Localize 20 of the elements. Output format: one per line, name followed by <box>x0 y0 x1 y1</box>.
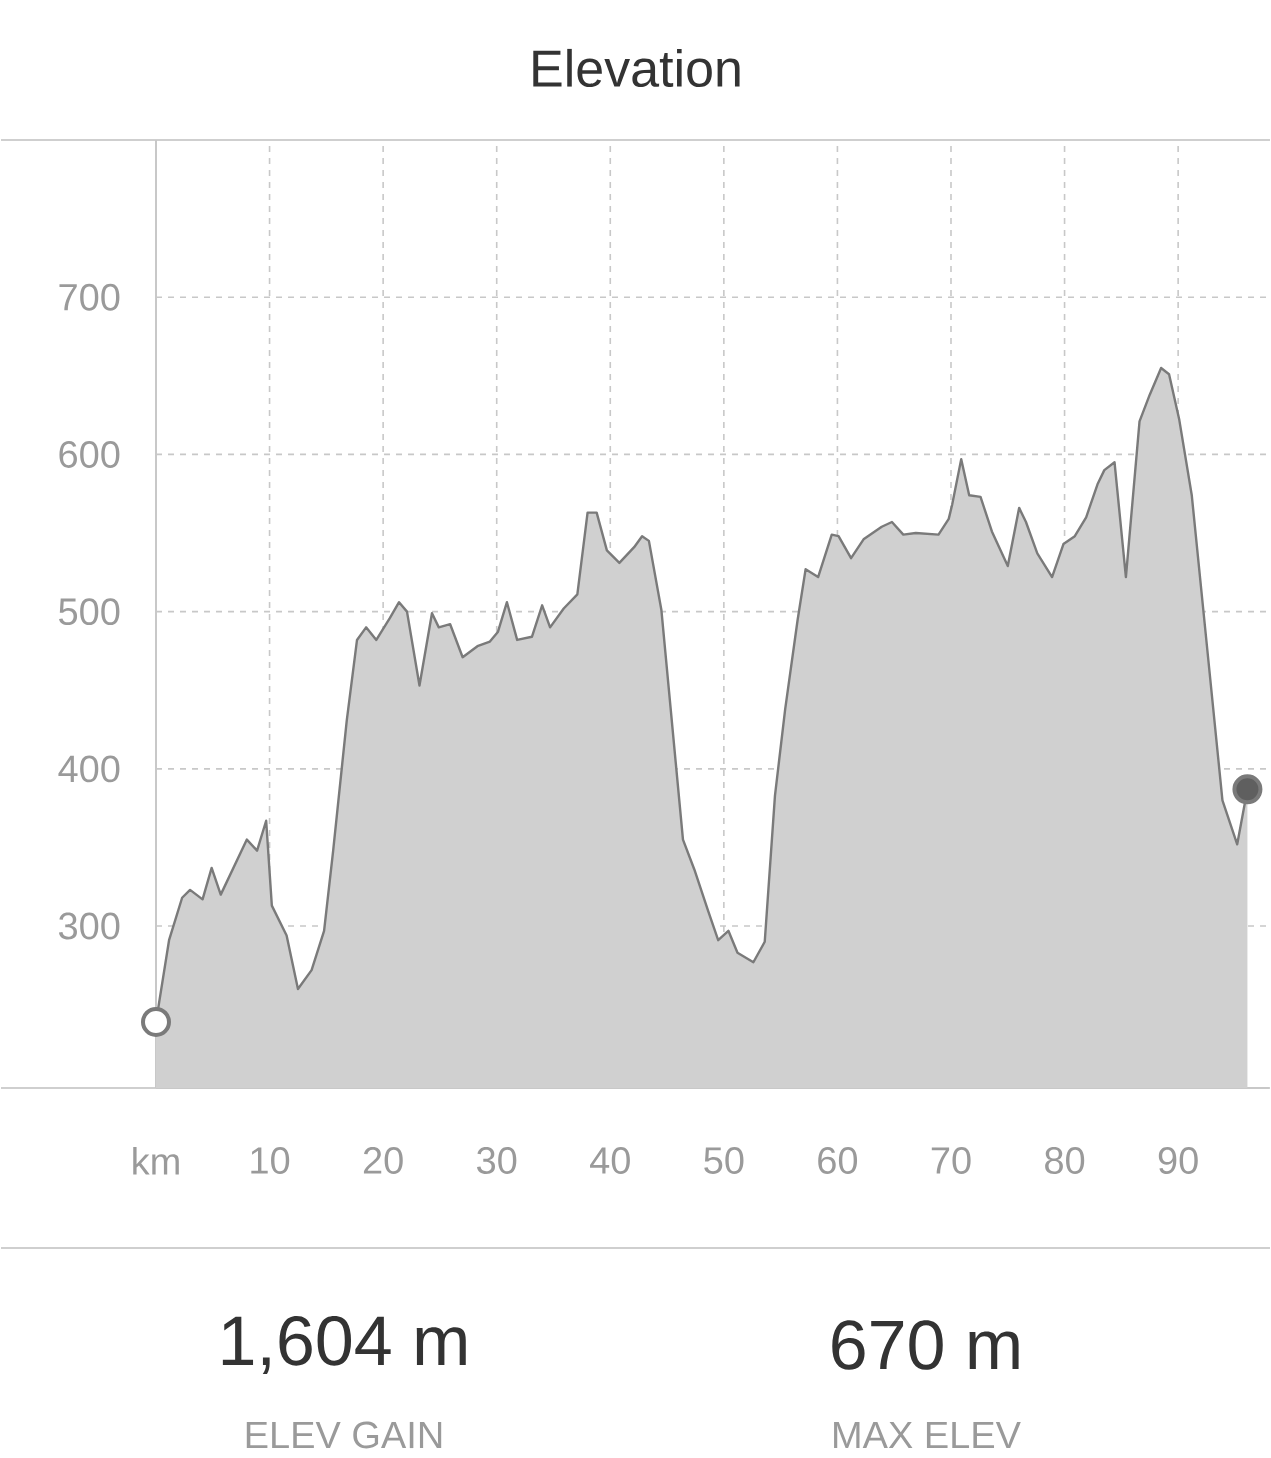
text: ELEV GAIN <box>246 1421 442 1449</box>
y-tick-label: 400 <box>58 755 120 783</box>
x-tick-label: 40 <box>590 1147 630 1174</box>
x-tick-label: 10 <box>251 1147 290 1174</box>
x-tick-label: 30 <box>477 1147 517 1174</box>
x-tick-label: 50 <box>704 1147 744 1174</box>
x-tick-label: 80 <box>1045 1147 1085 1174</box>
y-tick-label: 600 <box>59 440 120 468</box>
x-tick-label: km <box>133 1147 179 1175</box>
text: MAX ELEV <box>834 1421 1021 1449</box>
text: 670 m <box>832 1320 1019 1370</box>
x-tick-label: 70 <box>931 1147 971 1174</box>
chart-title: Elevation <box>533 48 740 88</box>
text: 1,604 m <box>222 1316 466 1374</box>
x-tick-label: 60 <box>818 1147 858 1174</box>
y-tick-label: 700 <box>59 283 120 311</box>
y-tick-label: 300 <box>58 912 120 940</box>
x-tick-label: 90 <box>1158 1147 1198 1174</box>
y-tick-label: 500 <box>59 598 120 626</box>
x-tick-label: 20 <box>363 1147 403 1174</box>
